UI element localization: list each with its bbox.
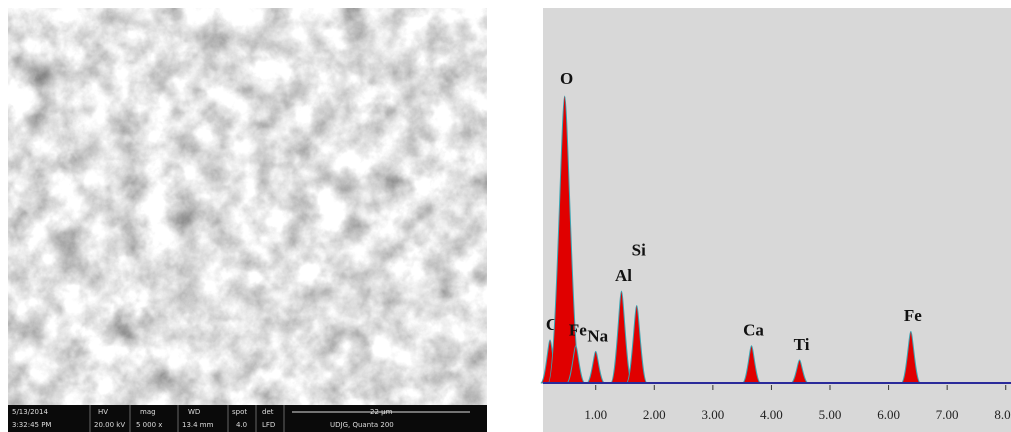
peak	[741, 345, 762, 384]
x-tick-label: 8.00	[994, 407, 1011, 422]
element-label: Si	[632, 240, 646, 259]
x-tick-label: 1.00	[584, 407, 607, 422]
info-text: 20.00 kV	[94, 421, 125, 429]
info-bar	[8, 405, 487, 432]
info-text: HV	[98, 408, 108, 416]
info-text: 13.4 mm	[182, 421, 214, 429]
eds-spectrum: 1.002.003.004.005.006.007.008.00COFeNaAl…	[540, 8, 1011, 432]
x-tick-label: 5.00	[819, 407, 842, 422]
element-label: Al	[615, 266, 632, 285]
element-label: Na	[587, 326, 608, 345]
info-text: spot	[232, 408, 247, 416]
sem-micrograph: 5/13/2014 3:32:45 PM HV 20.00 kV mag 5 000 x W…	[8, 8, 487, 432]
info-text: UDJG, Quanta 200	[330, 421, 394, 429]
peak	[586, 350, 606, 384]
element-label: Ti	[794, 335, 810, 354]
peak	[547, 95, 582, 384]
peak	[900, 330, 921, 384]
info-text: 5 000 x	[136, 421, 162, 429]
element-label: Fe	[569, 321, 587, 340]
info-text: det	[262, 408, 274, 416]
info-text: 5/13/2014	[12, 408, 48, 416]
sem-texture	[8, 8, 487, 406]
element-label: Ca	[743, 321, 764, 340]
x-tick-label: 4.00	[760, 407, 783, 422]
element-label: O	[560, 69, 573, 88]
element-label: Fe	[904, 306, 922, 325]
peak	[790, 359, 809, 384]
x-tick-label: 3.00	[701, 407, 724, 422]
x-tick-label: 6.00	[877, 407, 900, 422]
info-text: 3:32:45 PM	[12, 421, 51, 429]
info-text: 4.0	[236, 421, 247, 429]
plot-background	[543, 8, 1011, 432]
peak	[566, 345, 586, 384]
x-tick-label: 2.00	[643, 407, 666, 422]
info-text: LFD	[262, 421, 275, 429]
info-text: WD	[188, 408, 200, 416]
peak	[625, 305, 648, 384]
info-text: mag	[140, 408, 156, 416]
x-tick-label: 7.00	[936, 407, 959, 422]
peak	[610, 290, 633, 384]
info-bar-texts: 5/13/2014 3:32:45 PM HV 20.00 kV mag 5 000 x W…	[12, 405, 470, 432]
